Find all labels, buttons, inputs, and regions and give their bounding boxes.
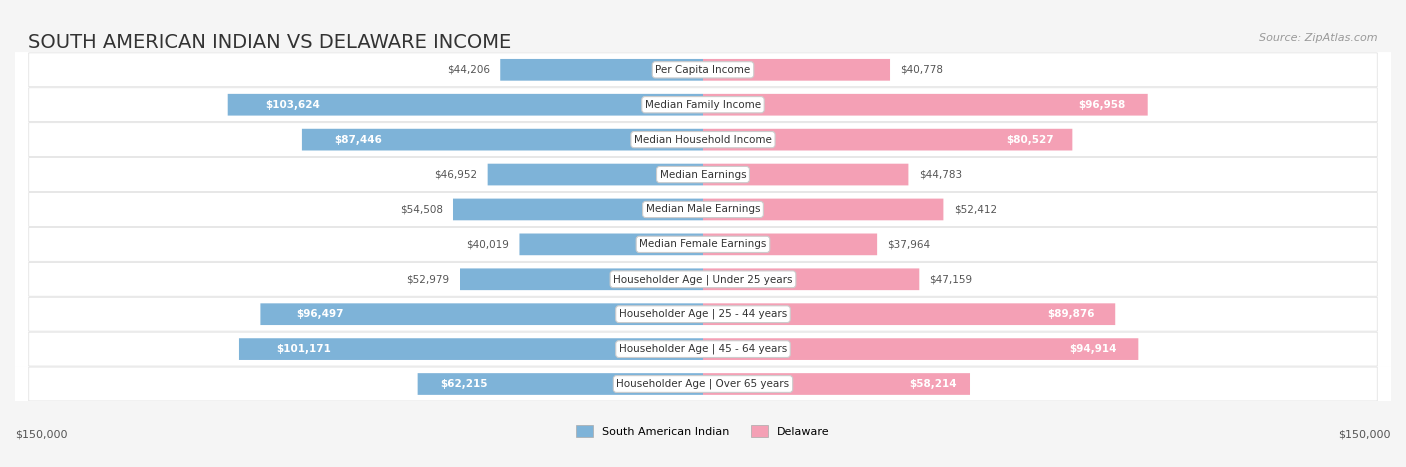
FancyBboxPatch shape bbox=[260, 304, 703, 325]
FancyBboxPatch shape bbox=[501, 59, 703, 81]
Text: $52,979: $52,979 bbox=[406, 274, 450, 284]
FancyBboxPatch shape bbox=[15, 262, 1391, 297]
FancyBboxPatch shape bbox=[15, 122, 1391, 157]
Text: Median Earnings: Median Earnings bbox=[659, 170, 747, 179]
Text: Median Male Earnings: Median Male Earnings bbox=[645, 205, 761, 214]
Text: $44,206: $44,206 bbox=[447, 65, 489, 75]
Text: Median Family Income: Median Family Income bbox=[645, 100, 761, 110]
Text: $87,446: $87,446 bbox=[335, 134, 382, 145]
Text: $94,914: $94,914 bbox=[1069, 344, 1116, 354]
Text: $96,958: $96,958 bbox=[1078, 100, 1125, 110]
Text: $52,412: $52,412 bbox=[953, 205, 997, 214]
FancyBboxPatch shape bbox=[519, 234, 703, 255]
Text: $47,159: $47,159 bbox=[929, 274, 973, 284]
FancyBboxPatch shape bbox=[703, 198, 943, 220]
FancyBboxPatch shape bbox=[228, 94, 703, 116]
Text: $103,624: $103,624 bbox=[266, 100, 321, 110]
Text: $62,215: $62,215 bbox=[440, 379, 488, 389]
FancyBboxPatch shape bbox=[703, 304, 1115, 325]
FancyBboxPatch shape bbox=[15, 331, 1391, 367]
FancyBboxPatch shape bbox=[703, 59, 890, 81]
Text: Source: ZipAtlas.com: Source: ZipAtlas.com bbox=[1260, 33, 1378, 42]
FancyBboxPatch shape bbox=[15, 87, 1391, 122]
Text: Median Female Earnings: Median Female Earnings bbox=[640, 240, 766, 249]
Text: SOUTH AMERICAN INDIAN VS DELAWARE INCOME: SOUTH AMERICAN INDIAN VS DELAWARE INCOME bbox=[28, 33, 512, 52]
Text: Householder Age | 45 - 64 years: Householder Age | 45 - 64 years bbox=[619, 344, 787, 354]
FancyBboxPatch shape bbox=[453, 198, 703, 220]
FancyBboxPatch shape bbox=[302, 129, 703, 150]
Text: $150,000: $150,000 bbox=[1339, 429, 1391, 439]
Text: $40,778: $40,778 bbox=[900, 65, 943, 75]
FancyBboxPatch shape bbox=[703, 129, 1073, 150]
FancyBboxPatch shape bbox=[703, 94, 1147, 116]
FancyBboxPatch shape bbox=[703, 338, 1139, 360]
Text: Householder Age | 25 - 44 years: Householder Age | 25 - 44 years bbox=[619, 309, 787, 319]
FancyBboxPatch shape bbox=[239, 338, 703, 360]
Text: $96,497: $96,497 bbox=[295, 309, 343, 319]
FancyBboxPatch shape bbox=[15, 157, 1391, 192]
Text: Median Household Income: Median Household Income bbox=[634, 134, 772, 145]
FancyBboxPatch shape bbox=[703, 164, 908, 185]
FancyBboxPatch shape bbox=[488, 164, 703, 185]
FancyBboxPatch shape bbox=[418, 373, 703, 395]
Text: $37,964: $37,964 bbox=[887, 240, 931, 249]
Text: $101,171: $101,171 bbox=[276, 344, 330, 354]
FancyBboxPatch shape bbox=[15, 191, 1391, 227]
FancyBboxPatch shape bbox=[15, 366, 1391, 402]
Text: $58,214: $58,214 bbox=[910, 379, 956, 389]
Text: $46,952: $46,952 bbox=[434, 170, 477, 179]
FancyBboxPatch shape bbox=[15, 52, 1391, 88]
Legend: South American Indian, Delaware: South American Indian, Delaware bbox=[572, 421, 834, 441]
FancyBboxPatch shape bbox=[15, 297, 1391, 332]
Text: $150,000: $150,000 bbox=[15, 429, 67, 439]
FancyBboxPatch shape bbox=[703, 373, 970, 395]
Text: $54,508: $54,508 bbox=[399, 205, 443, 214]
Text: Householder Age | Over 65 years: Householder Age | Over 65 years bbox=[616, 379, 790, 389]
Text: $89,876: $89,876 bbox=[1047, 309, 1095, 319]
FancyBboxPatch shape bbox=[703, 269, 920, 290]
Text: $44,783: $44,783 bbox=[918, 170, 962, 179]
FancyBboxPatch shape bbox=[460, 269, 703, 290]
Text: Per Capita Income: Per Capita Income bbox=[655, 65, 751, 75]
FancyBboxPatch shape bbox=[15, 226, 1391, 262]
Text: Householder Age | Under 25 years: Householder Age | Under 25 years bbox=[613, 274, 793, 284]
Text: $40,019: $40,019 bbox=[467, 240, 509, 249]
Text: $80,527: $80,527 bbox=[1007, 134, 1054, 145]
FancyBboxPatch shape bbox=[703, 234, 877, 255]
